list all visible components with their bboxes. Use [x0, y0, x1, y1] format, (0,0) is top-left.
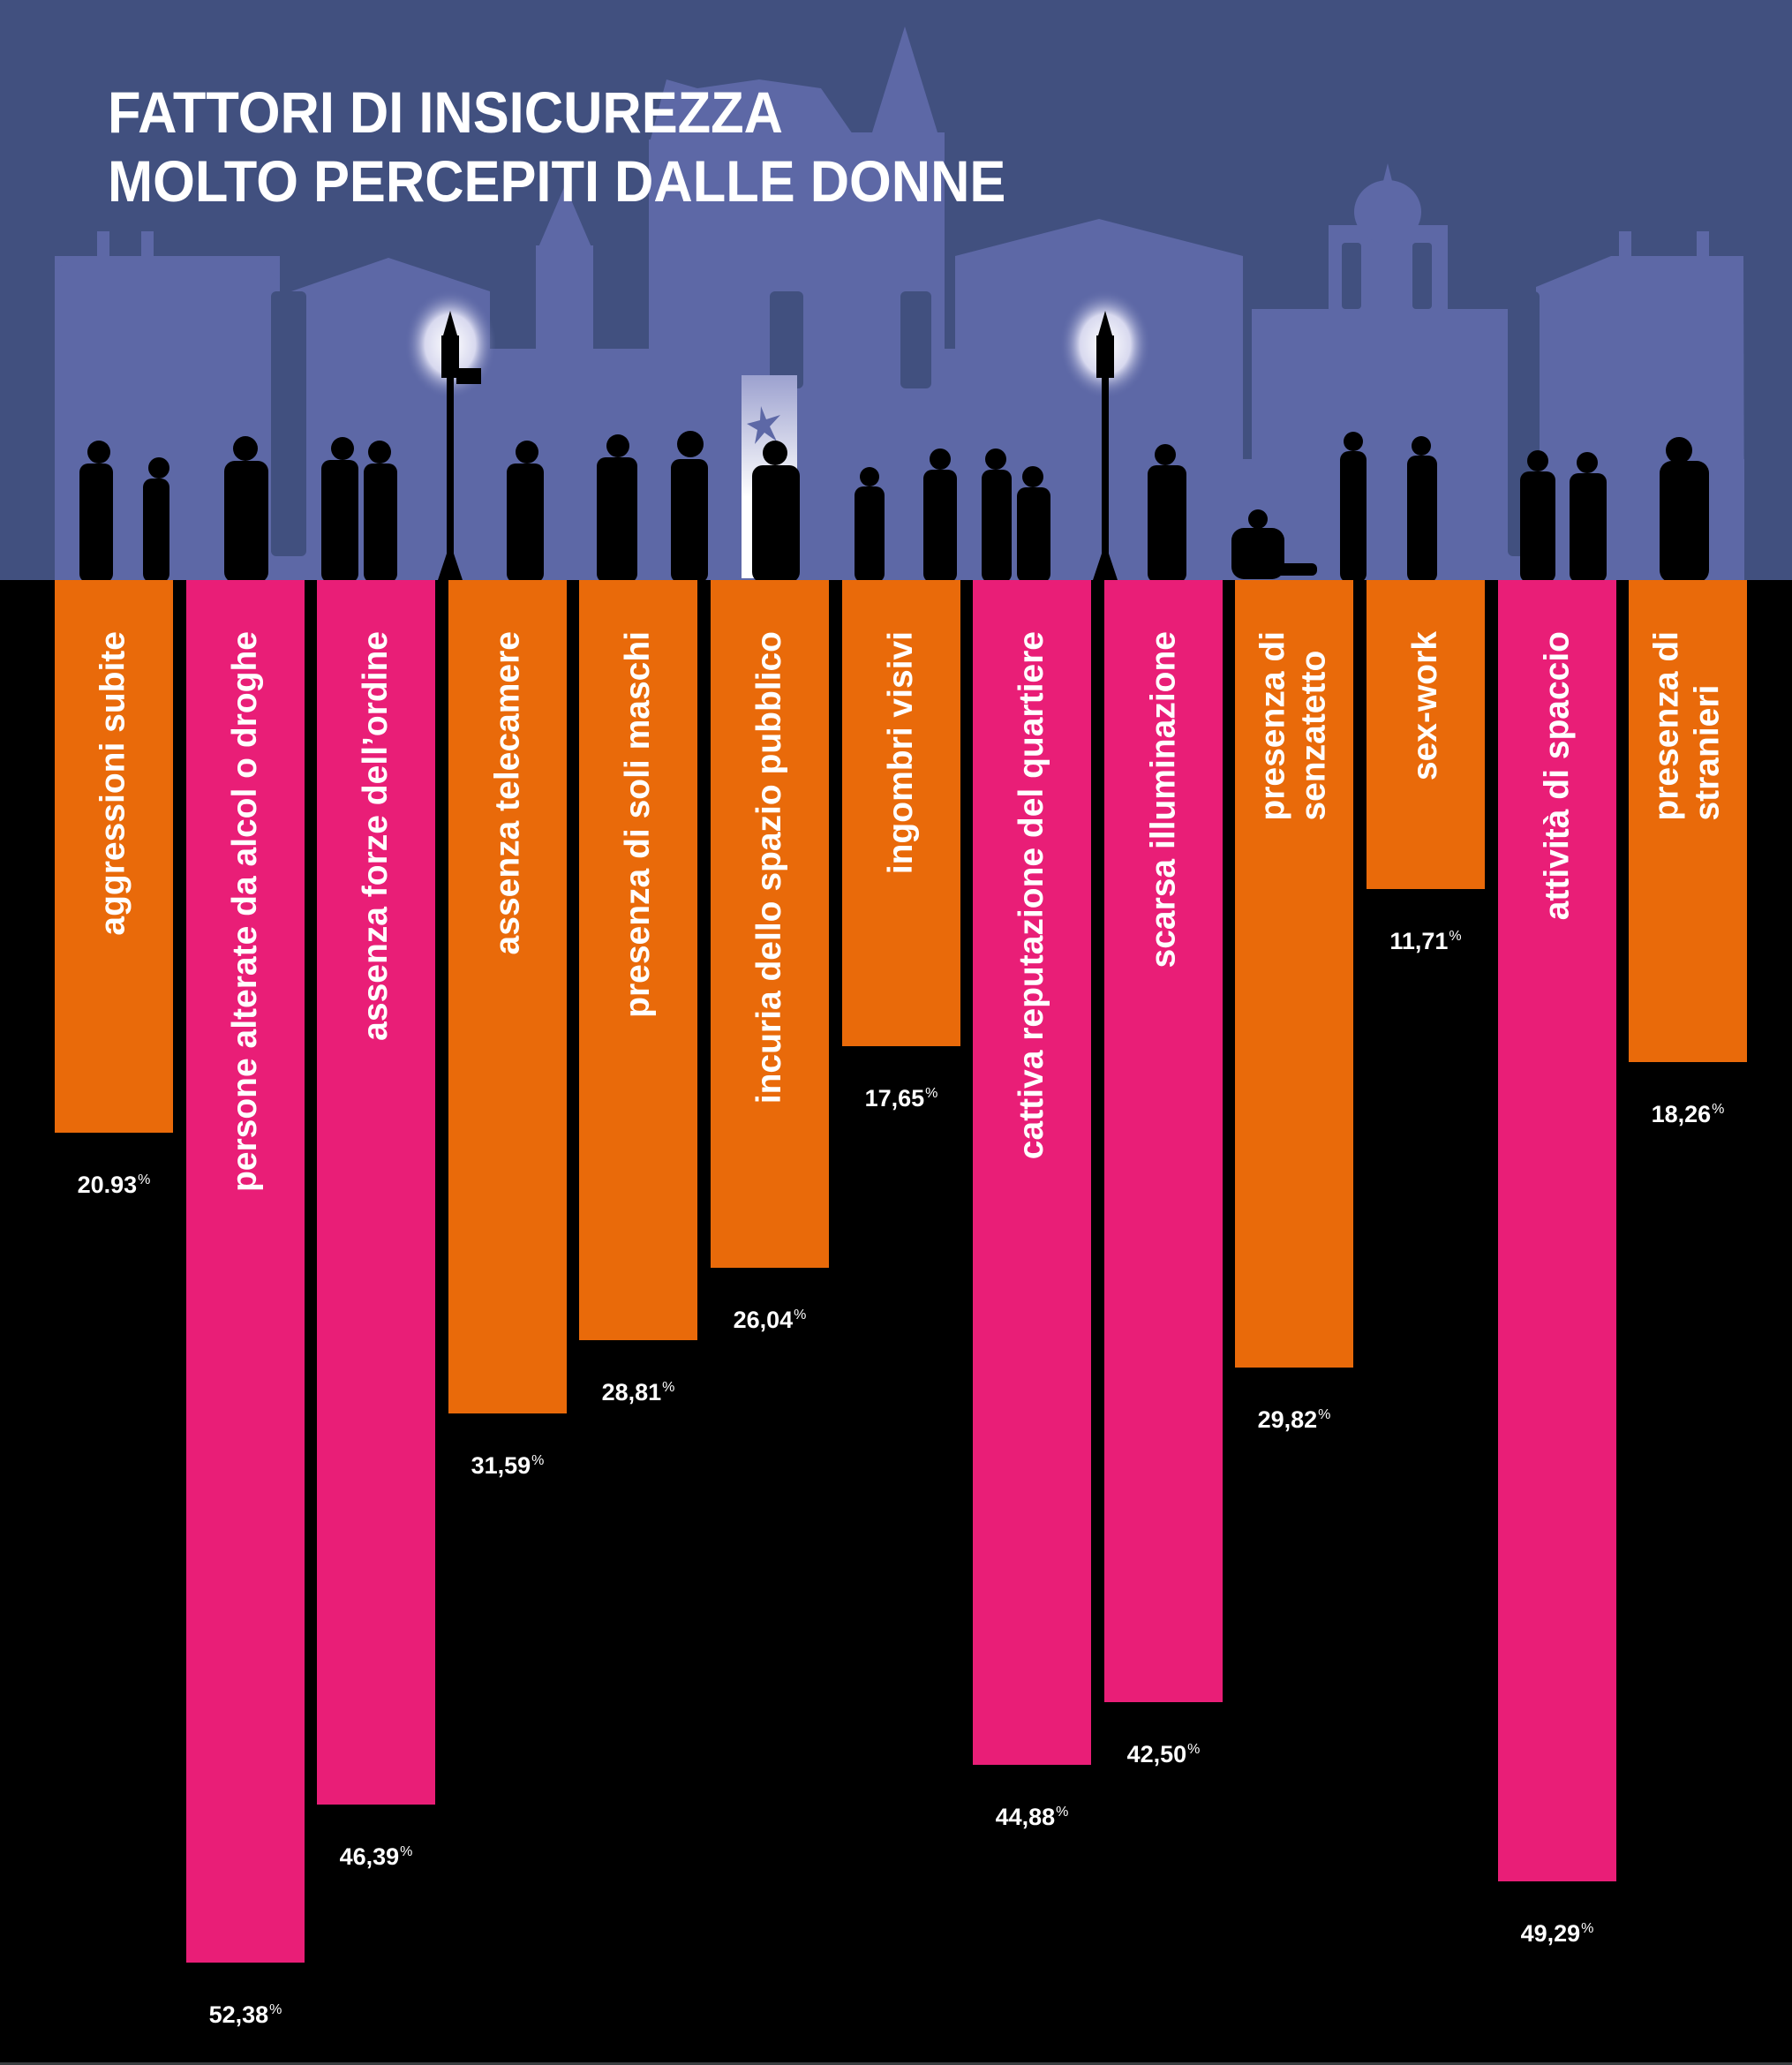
bar-value-label: 29,82%	[1224, 1406, 1365, 1434]
bar-label-line: senzatetto	[1295, 650, 1333, 821]
bar: aggressioni subite	[55, 580, 173, 1133]
bar: presenza di stranieri	[1629, 580, 1747, 1062]
bar-value: 44,88	[995, 1804, 1056, 1830]
bar-value: 18,26	[1651, 1101, 1712, 1127]
bar-label-text: assenza forze dell’ordine	[357, 631, 395, 1041]
bar-value: 26,04	[733, 1307, 794, 1333]
bar-value-label: 52,38%	[175, 2001, 316, 2029]
bar: ingombri visivi	[842, 580, 960, 1046]
bar-value: 52,38	[208, 2001, 269, 2028]
chart-title-line-1: FATTORI DI INSICUREZZA	[108, 79, 783, 145]
percent-sign: %	[794, 1308, 807, 1323]
bar-value: 42,50	[1126, 1741, 1187, 1767]
bar-value-label: 20.93%	[43, 1172, 184, 1199]
bar: presenza di senzatetto	[1235, 580, 1353, 1368]
bottom-rule	[0, 2062, 1792, 2065]
bar-label-line: stranieri	[1689, 684, 1727, 821]
bar-value-label: 28,81%	[568, 1379, 709, 1406]
people-silhouettes	[79, 431, 1709, 583]
bar-value: 20.93	[77, 1172, 138, 1198]
bar: incuria dello spazio pubblico	[711, 580, 829, 1268]
bar-value: 28,81	[601, 1379, 662, 1406]
bar: cattiva reputazione del quartiere	[973, 580, 1091, 1765]
bar-value-label: 17,65%	[831, 1085, 972, 1112]
percent-sign: %	[531, 1453, 545, 1468]
bar-label-text: ingombri visivi	[882, 631, 920, 875]
bar-label-text: presenza di stranieri	[1647, 631, 1728, 821]
bar-label-text: sex-work	[1406, 631, 1444, 781]
percent-sign: %	[1187, 1742, 1201, 1757]
percent-sign: %	[400, 1844, 413, 1859]
bar-value: 29,82	[1257, 1406, 1318, 1433]
bar: persone alterate da alcol o droghe	[186, 580, 305, 1963]
percent-sign: %	[1712, 1102, 1725, 1117]
bar: attività di spaccio	[1498, 580, 1616, 1881]
bar: sex-work	[1367, 580, 1485, 889]
bar-label-text: assenza telecamere	[488, 631, 526, 955]
bar-value-label: 26,04%	[699, 1307, 840, 1334]
bar-value-label: 18,26%	[1617, 1101, 1758, 1128]
bar-value-label: 44,88%	[961, 1804, 1103, 1831]
chart-title-line-2: MOLTO PERCEPITI DALLE DONNE	[108, 148, 1006, 214]
city-skyline-illustration	[55, 26, 1744, 583]
percent-sign: %	[1449, 929, 1462, 944]
bar: scarsa illuminazione	[1104, 580, 1223, 1702]
chart-title: FATTORI DI INSICUREZZA MOLTO PERCEPITI D…	[108, 78, 1005, 215]
bar-label-text: scarsa illuminazione	[1144, 631, 1182, 968]
percent-sign: %	[138, 1172, 151, 1187]
bar-label-text: presenza di soli maschi	[619, 631, 657, 1018]
bar-value: 11,71	[1389, 928, 1449, 954]
bar: presenza di soli maschi	[579, 580, 697, 1340]
bar-label-line: presenza di	[1648, 631, 1686, 821]
bar-value-label: 31,59%	[437, 1452, 578, 1480]
bar-label-text: attività di spaccio	[1538, 631, 1576, 921]
bar-value: 49,29	[1520, 1920, 1581, 1947]
bar-value-label: 49,29%	[1487, 1920, 1628, 1948]
bar: assenza telecamere	[448, 580, 567, 1413]
bar-label-text: presenza di senzatetto	[1254, 631, 1335, 821]
bar-value-label: 11,71%	[1355, 928, 1496, 955]
bar-label-text: aggressioni subite	[94, 631, 132, 936]
bar-label-text: incuria dello spazio pubblico	[750, 631, 788, 1104]
percent-sign: %	[925, 1086, 938, 1101]
bar-label-line: presenza di	[1254, 631, 1292, 821]
bar-label-text: persone alterate da alcol o droghe	[226, 631, 264, 1193]
bar-value-label: 46,39%	[305, 1843, 447, 1871]
percent-sign: %	[1318, 1407, 1331, 1422]
bar: assenza forze dell’ordine	[317, 580, 435, 1805]
skyline-header: FATTORI DI INSICUREZZA MOLTO PERCEPITI D…	[0, 0, 1792, 583]
bar-value: 46,39	[339, 1843, 400, 1870]
bar-label-text: cattiva reputazione del quartiere	[1013, 631, 1050, 1160]
percent-sign: %	[269, 2002, 282, 2017]
percent-sign: %	[662, 1380, 675, 1395]
bar-value: 31,59	[471, 1452, 531, 1479]
bar-value: 17,65	[864, 1085, 925, 1112]
bar-value-label: 42,50%	[1093, 1741, 1234, 1768]
percent-sign: %	[1056, 1805, 1069, 1820]
percent-sign: %	[1581, 1921, 1594, 1936]
